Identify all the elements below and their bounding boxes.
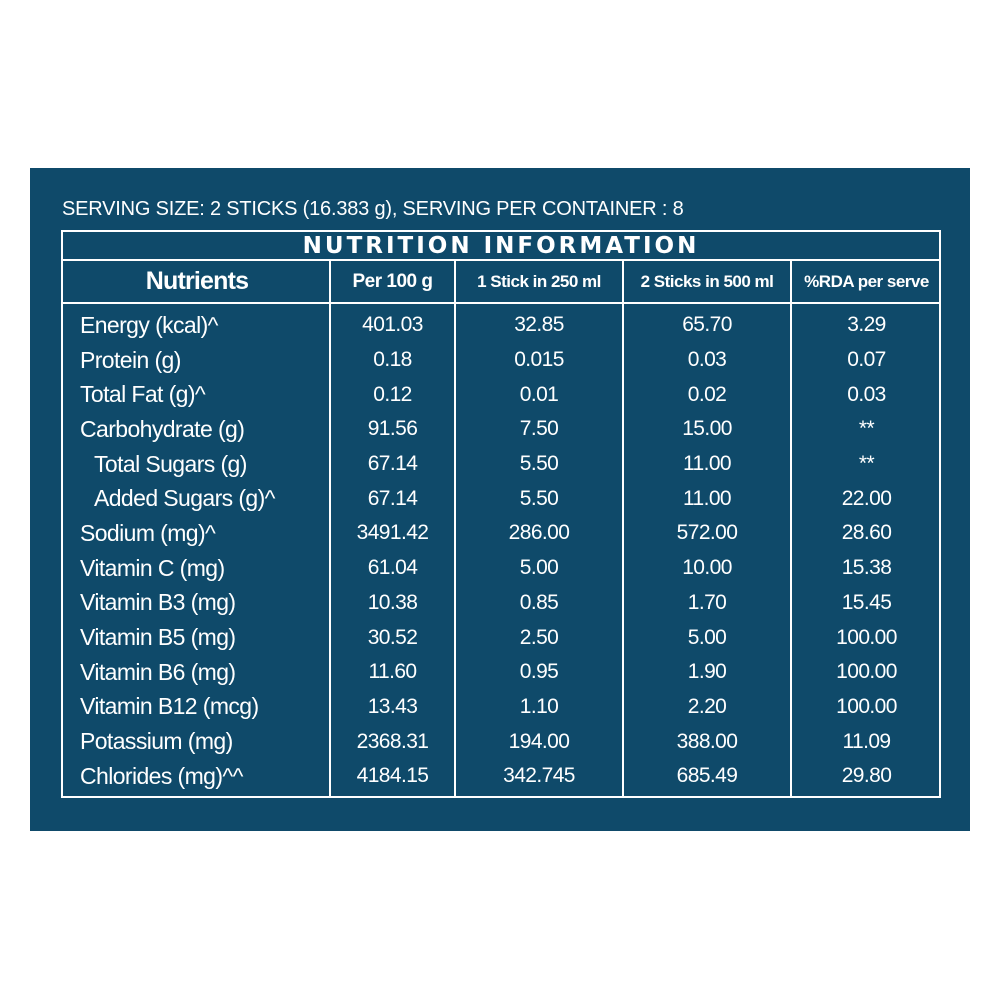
header-nutrients: Nutrients [145,267,249,295]
value-one-stick: 0.95 [519,660,559,684]
value-rda: 22.00 [841,486,892,510]
column-divider [622,261,624,796]
table-row: Vitamin B6 (mg) 11.60 0.95 1.90 100.00 [63,655,939,690]
table-body: Energy (kcal)^ 401.03 32.85 65.70 3.29 Protei… [63,308,939,794]
value-per-100g: 0.18 [373,348,412,372]
nutrient-name: Vitamin B3 (mg) [80,589,236,616]
value-one-stick: 5.50 [519,486,559,510]
table-row: Carbohydrate (g) 91.56 7.50 15.00 ** [63,412,939,447]
value-one-stick: 194.00 [508,729,570,753]
value-rda: 29.80 [841,764,892,788]
table-row: Total Fat (g)^ 0.12 0.01 0.02 0.03 [63,377,939,412]
value-rda: 28.60 [841,521,892,545]
value-two-sticks: 5.00 [687,625,727,649]
value-one-stick: 0.01 [519,382,559,406]
table-row: Vitamin B5 (mg) 30.52 2.50 5.00 100.00 [63,620,939,655]
nutrition-table: NUTRITION INFORMATION Nutrients Per 100 … [61,230,941,798]
value-per-100g: 91.56 [367,417,418,441]
value-two-sticks: 65.70 [682,313,732,337]
nutrient-name: Carbohydrate (g) [80,415,245,442]
value-per-100g: 10.38 [367,590,418,614]
value-per-100g: 30.52 [367,625,418,649]
nutrient-name: Protein (g) [80,346,181,373]
value-per-100g: 61.04 [367,556,418,580]
table-row: Total Sugars (g) 67.14 5.50 11.00 ** [63,447,939,482]
value-per-100g: 13.43 [367,694,418,718]
value-two-sticks: 572.00 [676,521,738,545]
value-per-100g: 11.60 [368,660,418,684]
nutrient-name: Potassium (mg) [80,728,233,755]
table-title: NUTRITION INFORMATION [63,232,939,261]
value-per-100g: 67.14 [367,486,418,510]
value-rda: 100.00 [836,694,897,718]
value-rda: 0.03 [847,382,886,406]
header-two-sticks: 2 Sticks in 500 ml [640,271,774,291]
value-rda: 100.00 [836,625,897,649]
value-per-100g: 4184.15 [356,764,429,788]
value-rda: 3.29 [847,313,886,337]
value-one-stick: 1.10 [519,694,559,718]
table-row: Vitamin C (mg) 61.04 5.00 10.00 15.38 [63,551,939,586]
value-two-sticks: 685.49 [676,764,738,788]
value-one-stick: 0.85 [519,590,559,614]
nutrient-name: Vitamin B12 (mcg) [80,693,259,720]
header-rda: %RDA per serve [804,271,929,291]
table-row: Added Sugars (g)^ 67.14 5.50 11.00 22.00 [63,481,939,516]
value-two-sticks: 388.00 [676,729,738,753]
nutrient-name: Total Fat (g)^ [80,381,206,408]
value-one-stick: 342.745 [503,764,575,788]
serving-size-line: SERVING SIZE: 2 STICKS (16.383 g), SERVI… [62,198,684,220]
value-rda: 15.38 [841,556,892,580]
nutrient-name: Vitamin C (mg) [80,554,225,581]
nutrient-name: Energy (kcal)^ [80,311,218,338]
column-divider [790,261,792,796]
nutrient-name: Vitamin B5 (mg) [80,624,236,651]
value-per-100g: 0.12 [373,382,412,406]
table-row: Sodium (mg)^ 3491.42 286.00 572.00 28.60 [63,516,939,551]
table-row: Potassium (mg) 2368.31 194.00 388.00 11.09 [63,724,939,759]
nutrient-name: Chlorides (mg)^^ [80,762,243,789]
value-one-stick: 5.50 [519,452,559,476]
value-per-100g: 401.03 [362,313,423,337]
header-one-stick: 1 Stick in 250 ml [477,271,601,291]
value-two-sticks: 11.00 [683,452,732,476]
column-divider [329,261,331,796]
value-two-sticks: 2.20 [687,694,727,718]
value-rda: ** [858,452,875,476]
value-one-stick: 7.50 [519,417,559,441]
nutrient-name: Sodium (mg)^ [80,519,216,546]
value-one-stick: 5.00 [519,556,559,580]
value-one-stick: 32.85 [514,313,564,337]
table-row: Vitamin B12 (mcg) 13.43 1.10 2.20 100.00 [63,690,939,725]
nutrient-name: Added Sugars (g)^ [94,485,275,512]
value-two-sticks: 10.00 [682,556,732,580]
value-per-100g: 2368.31 [356,729,429,753]
nutrient-name: Total Sugars (g) [94,450,247,477]
table-row: Vitamin B3 (mg) 10.38 0.85 1.70 15.45 [63,586,939,621]
column-divider [454,261,456,796]
value-rda: ** [858,417,875,441]
value-per-100g: 3491.42 [356,521,429,545]
value-two-sticks: 0.03 [687,348,727,372]
value-rda: 100.00 [836,660,897,684]
value-two-sticks: 0.02 [687,382,727,406]
value-rda: 11.09 [842,729,892,753]
value-rda: 15.45 [841,590,892,614]
value-one-stick: 0.015 [514,348,564,372]
table-header-row: Nutrients Per 100 g 1 Stick in 250 ml 2 … [63,261,939,304]
value-rda: 0.07 [847,348,886,372]
header-per-100g: Per 100 g [352,270,434,292]
value-one-stick: 286.00 [508,521,570,545]
value-one-stick: 2.50 [519,625,559,649]
value-two-sticks: 15.00 [682,417,732,441]
value-two-sticks: 11.00 [683,486,732,510]
value-two-sticks: 1.90 [687,660,727,684]
nutrition-label-panel: SERVING SIZE: 2 STICKS (16.383 g), SERVI… [30,168,970,831]
table-row: Energy (kcal)^ 401.03 32.85 65.70 3.29 [63,308,939,343]
nutrient-name: Vitamin B6 (mg) [80,658,236,685]
table-row: Chlorides (mg)^^ 4184.15 342.745 685.49 29.8… [63,759,939,794]
value-two-sticks: 1.70 [687,590,727,614]
table-row: Protein (g) 0.18 0.015 0.03 0.07 [63,343,939,378]
value-per-100g: 67.14 [367,452,418,476]
